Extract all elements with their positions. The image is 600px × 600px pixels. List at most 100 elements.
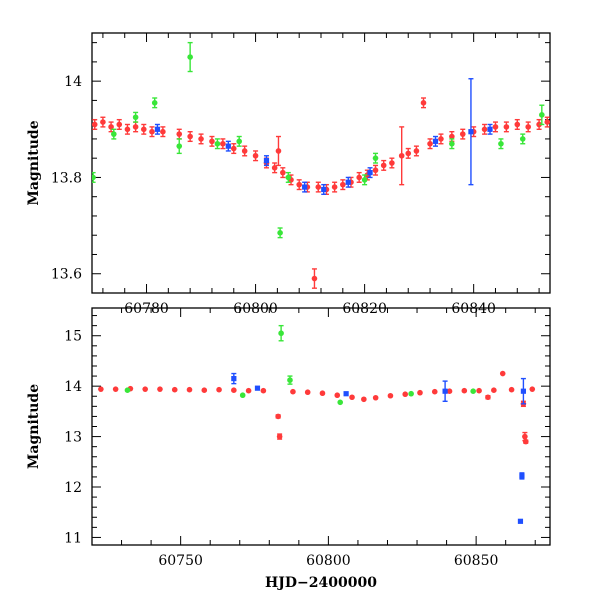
data-point — [296, 181, 302, 188]
data-point — [449, 133, 455, 140]
data-point — [539, 112, 545, 118]
data-point — [544, 119, 550, 125]
data-point — [241, 148, 248, 154]
data-point — [417, 389, 423, 396]
data-point — [160, 128, 166, 135]
data-point — [245, 387, 252, 394]
data-point — [334, 392, 341, 399]
data-point — [92, 121, 98, 128]
plot-frame — [91, 32, 551, 294]
data-point — [525, 124, 531, 130]
data-point — [529, 386, 536, 392]
data-point — [260, 387, 267, 394]
data-point — [405, 150, 412, 157]
data-point — [239, 392, 246, 399]
data-point — [149, 128, 155, 135]
data-point — [372, 394, 379, 401]
x-tick-label: 60820 — [342, 301, 387, 317]
data-point — [98, 386, 104, 392]
data-point — [231, 375, 237, 382]
data-point — [254, 385, 261, 391]
data-point — [304, 389, 311, 396]
y-tick-label: 12 — [64, 480, 82, 496]
data-point — [361, 396, 367, 403]
data-point — [536, 121, 542, 128]
data-point — [481, 126, 488, 133]
data-point — [263, 157, 270, 164]
data-point — [461, 387, 468, 394]
series-0 — [98, 370, 536, 445]
y-tick-label: 13.8 — [51, 170, 82, 186]
data-point — [413, 148, 420, 154]
data-point — [431, 388, 438, 395]
data-point — [201, 387, 208, 393]
data-point — [372, 167, 379, 174]
data-point — [311, 275, 318, 282]
data-point — [287, 377, 293, 383]
data-point — [230, 145, 237, 152]
x-tick-label: 60800 — [233, 301, 278, 317]
data-point — [492, 124, 499, 130]
data-point — [519, 136, 526, 142]
data-point — [331, 184, 338, 190]
data-point — [277, 230, 283, 236]
data-point — [349, 394, 355, 401]
data-point — [285, 174, 292, 181]
data-point — [276, 433, 283, 440]
data-point — [321, 186, 327, 193]
data-point — [389, 160, 395, 166]
data-point — [446, 388, 453, 395]
data-point — [427, 140, 433, 147]
x-tick-label: 60800 — [306, 553, 351, 569]
y-tick-label: 13 — [64, 430, 82, 446]
data-point — [231, 387, 237, 393]
data-point — [337, 399, 344, 406]
data-point — [438, 136, 444, 142]
data-layer — [98, 324, 536, 524]
data-point — [442, 388, 448, 394]
data-point — [290, 388, 296, 395]
data-point — [487, 126, 493, 132]
data-point — [252, 152, 259, 159]
data-point — [124, 126, 131, 133]
data-point — [187, 54, 193, 60]
data-point — [432, 138, 439, 144]
data-point — [470, 388, 476, 395]
data-point — [372, 155, 379, 161]
series-2 — [154, 78, 493, 195]
data-point — [340, 181, 346, 188]
series-1 — [92, 41, 545, 239]
data-point — [520, 388, 527, 394]
data-point — [345, 179, 351, 185]
data-point — [476, 387, 482, 394]
data-point — [498, 140, 504, 147]
data-point — [356, 174, 362, 181]
data-point — [220, 140, 226, 147]
data-point — [449, 140, 455, 147]
data-point — [367, 170, 373, 176]
data-point — [491, 387, 497, 393]
series-2 — [231, 372, 527, 524]
x-tick-label: 60750 — [158, 553, 203, 569]
data-point — [142, 386, 148, 392]
series-1 — [124, 324, 476, 406]
data-point — [216, 386, 222, 393]
data-point — [459, 131, 466, 137]
data-point — [420, 100, 427, 106]
data-point — [154, 126, 161, 132]
data-point — [225, 143, 231, 149]
data-point — [140, 126, 147, 133]
data-point — [503, 124, 510, 130]
y-axis-title: Magnitude — [26, 384, 42, 469]
data-point — [402, 391, 409, 398]
y-tick-label: 15 — [64, 329, 82, 345]
data-point — [92, 174, 96, 181]
data-point — [315, 184, 322, 190]
data-point — [187, 133, 193, 140]
data-point — [111, 131, 117, 137]
data-point — [116, 121, 123, 128]
plot-frame — [91, 307, 551, 546]
data-point — [132, 124, 139, 130]
panel-top: 60780 60800 60820 60840 13.6 13.8 14 Magnitude — [26, 32, 551, 317]
data-point — [186, 386, 193, 393]
